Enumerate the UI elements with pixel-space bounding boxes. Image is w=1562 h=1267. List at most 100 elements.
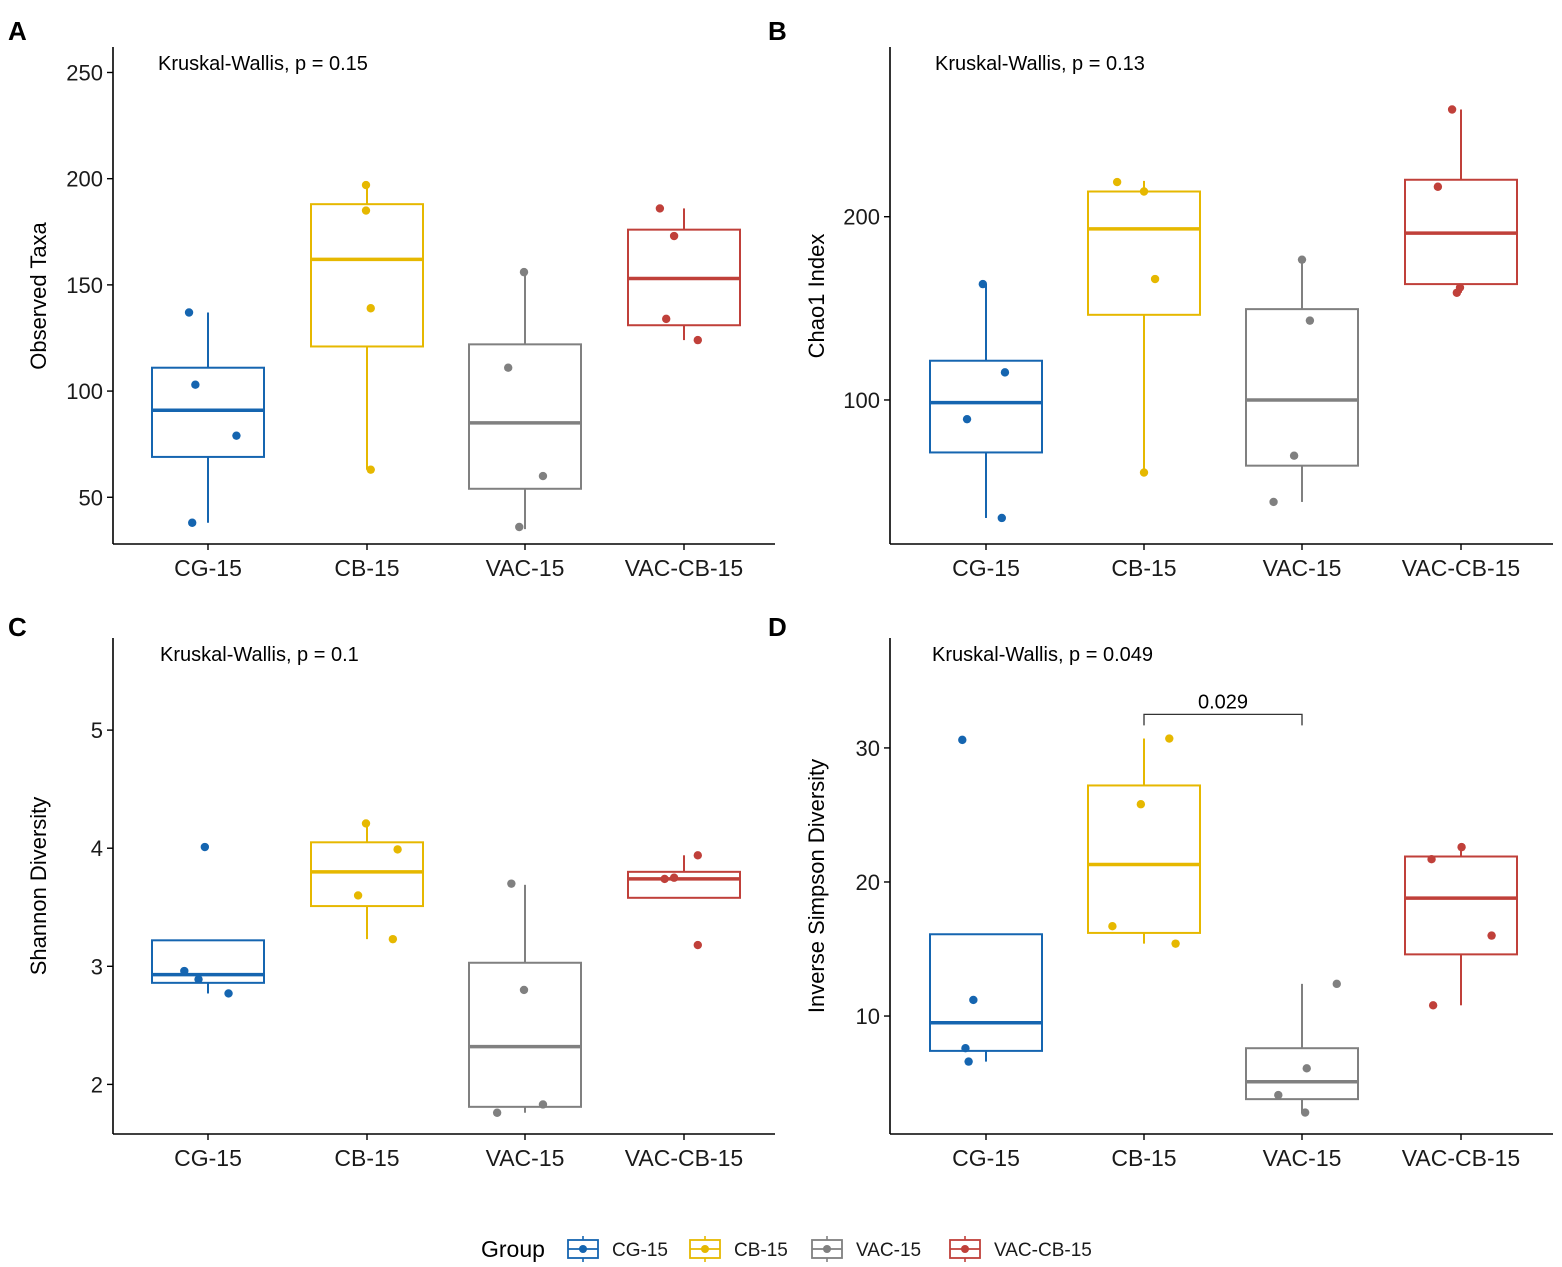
x-tick-label: VAC-CB-15 (625, 1145, 743, 1171)
x-tick-label: CB-15 (334, 1145, 399, 1171)
data-point (1274, 1090, 1283, 1100)
kruskal-annotation: Kruskal-Wallis, p = 0.049 (932, 644, 1153, 666)
box-vac-cb-15 (627, 208, 741, 341)
data-point (1433, 182, 1443, 191)
legend: Group CG-15 CB-15 VAC-15 VAC-CB-15 (481, 1236, 1092, 1262)
y-tick-label: 200 (843, 205, 880, 230)
y-tick-label: 10 (856, 1004, 880, 1029)
legend-key-dot (823, 1245, 831, 1253)
x-tick-label: VAC-15 (1263, 1145, 1342, 1171)
box-iqr (151, 939, 265, 984)
data-point (515, 522, 524, 532)
x-tick-label: VAC-15 (1263, 555, 1342, 581)
data-point (1447, 105, 1457, 114)
data-point (1297, 255, 1307, 264)
box-cg-15 (929, 933, 1043, 1062)
box-vac-15 (1245, 983, 1359, 1113)
panel-letter: C (8, 612, 27, 642)
x-tick-label: CB-15 (334, 555, 399, 581)
comparison-bracket: 0.029 (1143, 691, 1303, 726)
data-point (1150, 274, 1160, 284)
data-point (958, 735, 967, 745)
data-point (693, 851, 702, 860)
x-tick-label: VAC-CB-15 (1402, 1145, 1520, 1171)
box-cg-15 (151, 939, 265, 994)
y-tick-label: 150 (66, 273, 103, 298)
data-point (1000, 368, 1010, 377)
box-iqr (1404, 855, 1518, 956)
panel-a: A Kruskal-Wallis, p = 0.15 Observed Taxa… (8, 16, 775, 581)
legend-title: Group (481, 1236, 545, 1262)
legend-label: CG-15 (612, 1240, 668, 1261)
data-point (1452, 288, 1462, 297)
data-point (188, 518, 197, 527)
panel-letter: D (768, 612, 787, 642)
y-tick-label: 100 (66, 379, 103, 404)
y-tick-label: 100 (843, 388, 880, 413)
box-cb-15 (1087, 738, 1201, 944)
kruskal-annotation: Kruskal-Wallis, p = 0.15 (158, 53, 368, 75)
data-point (393, 845, 402, 854)
legend-label: VAC-CB-15 (994, 1240, 1092, 1261)
y-axis-title: Inverse Simpson Diversity (804, 759, 829, 1013)
data-point (224, 989, 233, 998)
data-point (519, 267, 529, 277)
legend-key-dot (579, 1245, 587, 1253)
data-point (669, 873, 679, 882)
data-point (669, 231, 679, 241)
legend-label: VAC-15 (856, 1240, 921, 1261)
x-tick-label: CG-15 (952, 1145, 1020, 1171)
data-point (1165, 734, 1174, 743)
legend-key-dot (961, 1245, 969, 1253)
y-tick-label: 200 (66, 167, 103, 192)
y-axis-title: Shannon Diversity (26, 797, 51, 976)
panel-c: C Kruskal-Wallis, p = 0.1 Shannon Divers… (8, 612, 775, 1171)
data-point (964, 1057, 973, 1066)
legend-item-cg-15: CG-15 (567, 1236, 668, 1262)
y-axis-title: Chao1 Index (804, 234, 829, 359)
data-point (361, 180, 371, 190)
data-point (388, 934, 398, 944)
x-tick-label: VAC-CB-15 (1402, 555, 1520, 581)
data-point (693, 940, 702, 950)
data-point (1332, 979, 1341, 989)
x-tick-label: VAC-15 (486, 1145, 565, 1171)
data-point (1302, 1064, 1311, 1073)
data-point (492, 1108, 502, 1117)
data-point (232, 431, 241, 440)
y-tick-label: 4 (91, 836, 103, 861)
box-iqr (310, 841, 424, 908)
data-point (660, 874, 669, 884)
box-cg-15 (151, 312, 265, 523)
data-point (1300, 1108, 1310, 1117)
y-tick-label: 50 (79, 485, 103, 510)
kruskal-annotation: Kruskal-Wallis, p = 0.1 (160, 644, 359, 666)
y-tick-label: 20 (856, 870, 880, 895)
legend-item-vac-15: VAC-15 (811, 1236, 921, 1262)
data-point (191, 380, 200, 389)
data-point (655, 204, 665, 213)
box-vac-15 (468, 884, 582, 1113)
x-tick-label: CB-15 (1111, 555, 1176, 581)
panel-b: B Kruskal-Wallis, p = 0.13 Chao1 Index 1… (768, 16, 1553, 581)
data-point (507, 879, 516, 888)
box-iqr (1245, 1047, 1359, 1101)
box-vac-cb-15 (1404, 109, 1518, 293)
box-vac-15 (1245, 259, 1359, 502)
box-vac-cb-15 (627, 855, 741, 899)
box-vac-15 (468, 272, 582, 530)
data-point (353, 891, 363, 900)
x-tick-label: VAC-CB-15 (625, 555, 743, 581)
y-tick-label: 3 (91, 954, 103, 979)
box-vac-cb-15 (1404, 847, 1518, 1006)
data-point (997, 513, 1006, 523)
legend-key-dot (701, 1245, 709, 1253)
box-cb-15 (310, 182, 424, 470)
data-point (538, 471, 548, 481)
data-point (1427, 854, 1436, 864)
y-tick-label: 30 (856, 736, 880, 761)
data-point (969, 995, 978, 1005)
data-point (1139, 468, 1149, 477)
data-point (1112, 177, 1122, 187)
box-iqr (1087, 784, 1201, 934)
